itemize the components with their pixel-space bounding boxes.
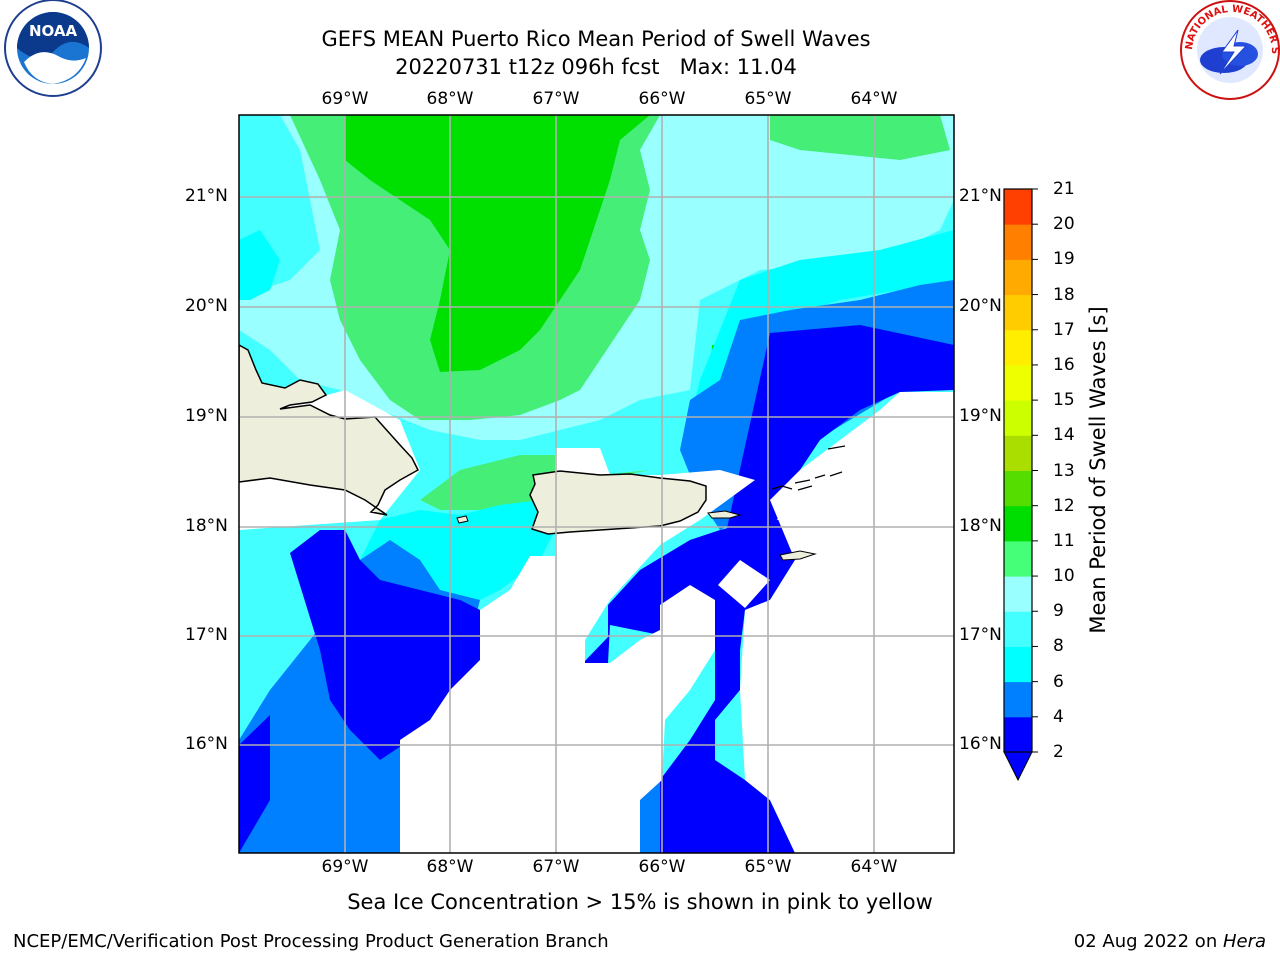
lat-label-right-16n: 16°N bbox=[959, 734, 1002, 754]
footer-date-text: 02 Aug 2022 on bbox=[1073, 931, 1223, 952]
nodata-central bbox=[400, 448, 755, 853]
contour-0-2-south-a bbox=[290, 530, 480, 760]
lon-label-bottom-69w: 69°W bbox=[321, 857, 369, 877]
map-title: GEFS MEAN Puerto Rico Mean Period of Swe… bbox=[321, 27, 871, 51]
colorbar-tick-label: 19 bbox=[1053, 249, 1075, 270]
colorbar-title: Mean Period of Swell Waves [s] bbox=[1086, 306, 1110, 634]
land-mona-island bbox=[456, 515, 469, 524]
lon-label-bottom-68w: 68°W bbox=[426, 857, 474, 877]
nws-logo-text: NATIONAL WEATHER SERVICE bbox=[0, 0, 1280, 54]
lon-label-bottom-64w: 64°W bbox=[850, 857, 898, 877]
colorbar-tick-label: 6 bbox=[1053, 671, 1064, 692]
colorbar-tick-label: 18 bbox=[1053, 284, 1075, 305]
noaa-logo-text: NOAA bbox=[29, 22, 78, 40]
lat-label-left-21n: 21°N bbox=[185, 186, 228, 206]
lat-label-right-17n: 17°N bbox=[959, 625, 1002, 645]
colorbar-tick-label: 13 bbox=[1053, 460, 1075, 481]
lat-label-right-18n: 18°N bbox=[959, 516, 1002, 536]
colorbar-segment bbox=[1004, 364, 1032, 401]
colorbar-tick-label: 10 bbox=[1053, 566, 1075, 587]
colorbar-segment bbox=[1004, 294, 1032, 331]
contour-4-6-west bbox=[239, 230, 280, 300]
colorbar-tick-label: 11 bbox=[1053, 530, 1075, 551]
colorbar-tick-label: 20 bbox=[1053, 214, 1075, 235]
lat-label-right-20n: 20°N bbox=[959, 296, 1002, 316]
lat-label-left-18n: 18°N bbox=[185, 516, 228, 536]
colorbar-segment bbox=[1004, 329, 1032, 366]
land-virgin-islands bbox=[771, 445, 846, 491]
lon-label-top-69w: 69°W bbox=[321, 89, 369, 109]
map-subtitle: 20220731 t12z 096h fcst Max: 11.04 bbox=[395, 55, 797, 79]
lat-label-right-19n: 19°N bbox=[959, 406, 1002, 426]
lon-label-top-67w: 67°W bbox=[532, 89, 580, 109]
colorbar-tick-label: 4 bbox=[1053, 706, 1064, 727]
colorbar-segment bbox=[1004, 576, 1032, 612]
colorbar-segment bbox=[1004, 646, 1032, 683]
colorbar-tick-label: 17 bbox=[1053, 319, 1075, 340]
colorbar-segment bbox=[1004, 400, 1032, 436]
lon-label-bottom-66w: 66°W bbox=[638, 857, 686, 877]
colorbar-segment bbox=[1004, 505, 1032, 542]
lat-label-left-17n: 17°N bbox=[185, 625, 228, 645]
lon-label-bottom-65w: 65°W bbox=[744, 857, 792, 877]
lon-label-bottom-67w: 67°W bbox=[532, 857, 580, 877]
colorbar-segment bbox=[1004, 259, 1032, 296]
colorbar-segment bbox=[1004, 470, 1032, 507]
colorbar-tick-label: 21 bbox=[1053, 179, 1075, 199]
footer-date: 02 Aug 2022 on Hera bbox=[1074, 931, 1266, 952]
colorbar-extend-arrow bbox=[1003, 751, 1033, 782]
lon-label-top-64w: 64°W bbox=[850, 89, 898, 109]
colorbar-segment bbox=[1004, 611, 1032, 647]
colorbar-segment bbox=[1004, 681, 1032, 718]
lat-label-left-16n: 16°N bbox=[185, 734, 228, 754]
footer-machine: Hera bbox=[1222, 931, 1266, 952]
lon-label-top-66w: 66°W bbox=[638, 89, 686, 109]
map-grid bbox=[239, 115, 954, 853]
svg-text:NATIONAL WEATHER SERVICE: NATIONAL WEATHER SERVICE bbox=[0, 0, 1280, 54]
nws-logo: NATIONAL WEATHER SERVICE bbox=[0, 0, 1280, 100]
colorbar-tick-label: 16 bbox=[1053, 354, 1075, 375]
contour-9-10-ne bbox=[770, 115, 950, 160]
nodata-east bbox=[740, 392, 954, 853]
contour-10-11 bbox=[345, 115, 650, 372]
colorbar bbox=[1003, 188, 1038, 782]
colorbar-tick-label: 15 bbox=[1053, 390, 1075, 411]
lat-label-left-19n: 19°N bbox=[185, 406, 228, 426]
colorbar-tick-label: 12 bbox=[1053, 495, 1075, 516]
lat-label-right-21n: 21°N bbox=[959, 186, 1002, 206]
colorbar-tick-label: 8 bbox=[1053, 636, 1064, 657]
lon-label-top-68w: 68°W bbox=[426, 89, 474, 109]
map-frame bbox=[238, 114, 955, 854]
land-vieques bbox=[707, 510, 742, 519]
colorbar-segment bbox=[1004, 540, 1032, 577]
colorbar-tick-label: 9 bbox=[1053, 601, 1064, 622]
land-st-croix bbox=[779, 550, 817, 561]
sea-ice-caption: Sea Ice Concentration > 15% is shown in … bbox=[347, 890, 933, 914]
colorbar-segment bbox=[1004, 716, 1032, 753]
nodata-south-hole bbox=[718, 560, 770, 608]
footer-organization: NCEP/EMC/Verification Post Processing Pr… bbox=[13, 931, 609, 952]
contour-4-6-east bbox=[690, 230, 954, 510]
noaa-logo: NOAA bbox=[4, 0, 102, 97]
colorbar-segment bbox=[1004, 435, 1032, 471]
lon-label-top-65w: 65°W bbox=[744, 89, 792, 109]
colorbar-segment bbox=[1004, 224, 1032, 260]
colorbar-tick-label: 14 bbox=[1053, 425, 1075, 446]
lat-label-left-20n: 20°N bbox=[185, 296, 228, 316]
map-area bbox=[239, 115, 954, 853]
colorbar-tick-label: 2 bbox=[1053, 742, 1064, 762]
contour-0-2-south-b bbox=[239, 715, 270, 853]
colorbar-segment bbox=[1004, 189, 1032, 225]
